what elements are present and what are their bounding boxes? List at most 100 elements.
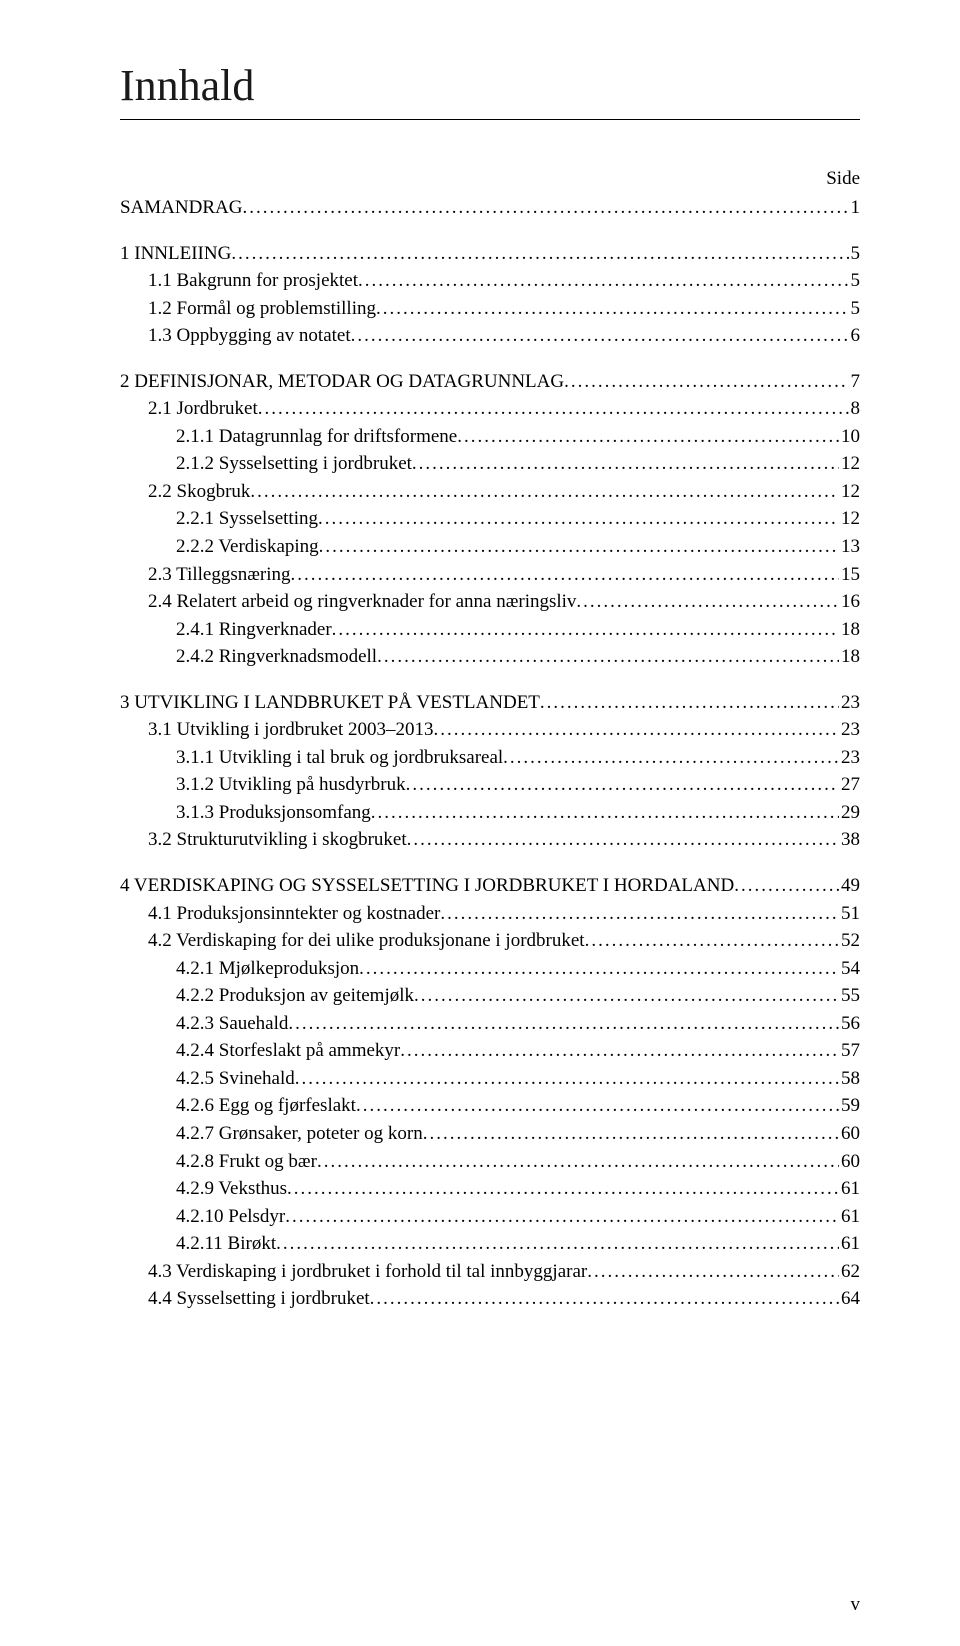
page-title: Innhald <box>120 60 860 111</box>
toc-entry-label: 4.2.9 Veksthus <box>176 1175 287 1203</box>
toc-entry: 3.1 Utvikling i jordbruket 2003–201323 <box>120 716 860 744</box>
toc-entry-page: 60 <box>839 1120 860 1148</box>
toc-entry-label: 4.2.4 Storfeslakt på ammekyr <box>176 1037 400 1065</box>
toc-entry-label: 4.2.3 Sauehald <box>176 1010 288 1038</box>
toc-entry-page: 16 <box>839 588 860 616</box>
toc-entry: 4.2.5 Svinehald58 <box>120 1065 860 1093</box>
table-of-contents: SAMANDRAG1 1 INNLEIING51.1 Bakgrunn for p… <box>120 194 860 1313</box>
toc-entry: 4.4 Sysselsetting i jordbruket 64 <box>120 1285 860 1313</box>
page-number: v <box>851 1594 861 1616</box>
title-rule <box>120 119 860 120</box>
toc-entry-label: 2.4.1 Ringverknader <box>176 616 332 644</box>
toc-dots <box>258 395 849 423</box>
toc-entry-label: SAMANDRAG <box>120 194 242 222</box>
toc-entry: 4.2.6 Egg og fjørfeslakt59 <box>120 1092 860 1120</box>
toc-entry-page: 10 <box>839 423 860 451</box>
toc-dots <box>317 1148 839 1176</box>
toc-entry-label: 4.2.2 Produksjon av geitemjølk <box>176 982 414 1010</box>
toc-dots <box>376 295 849 323</box>
toc-entry-label: 4.2 Verdiskaping for dei ulike produksjo… <box>148 927 585 955</box>
toc-entry-page: 57 <box>839 1037 860 1065</box>
toc-entry: 4.2.10 Pelsdyr61 <box>120 1203 860 1231</box>
toc-dots <box>440 900 839 928</box>
toc-entry: 4.2 Verdiskaping for dei ulike produksjo… <box>120 927 860 955</box>
toc-gap <box>120 854 860 872</box>
side-label: Side <box>120 168 860 190</box>
toc-entry: SAMANDRAG1 <box>120 194 860 222</box>
toc-entry-label: 2.1.1 Datagrunnlag for driftsformene <box>176 423 457 451</box>
toc-dots <box>406 771 839 799</box>
toc-entry: 2.2.2 Verdiskaping13 <box>120 533 860 561</box>
toc-entry: 2.1.1 Datagrunnlag for driftsformene 10 <box>120 423 860 451</box>
toc-entry: 2.4.2 Ringverknadsmodell18 <box>120 643 860 671</box>
toc-dots <box>231 240 848 268</box>
toc-entry-page: 23 <box>839 716 860 744</box>
toc-entry-label: 4.2.11 Birøkt <box>176 1230 276 1258</box>
toc-entry: 4 VERDISKAPING OG SYSSELSETTING I JORDBR… <box>120 872 860 900</box>
toc-dots <box>412 450 839 478</box>
toc-entry-label: 3.1.3 Produksjonsomfang <box>176 799 371 827</box>
toc-dots <box>291 561 839 589</box>
toc-entry: 4.2.11 Birøkt 61 <box>120 1230 860 1258</box>
toc-entry: 4.2.3 Sauehald 56 <box>120 1010 860 1038</box>
toc-entry-page: 64 <box>839 1285 860 1313</box>
toc-entry-label: 4.3 Verdiskaping i jordbruket i forhold … <box>148 1258 587 1286</box>
toc-entry-label: 1.2 Formål og problemstilling <box>148 295 376 323</box>
toc-entry-page: 61 <box>839 1175 860 1203</box>
toc-dots <box>358 267 848 295</box>
toc-entry: 3 UTVIKLING I LANDBRUKET PÅ VESTLANDET 23 <box>120 689 860 717</box>
toc-entry-label: 2.2.1 Sysselsetting <box>176 505 318 533</box>
toc-dots <box>564 368 848 396</box>
toc-dots <box>370 1285 839 1313</box>
toc-dots <box>288 1010 839 1038</box>
toc-dots <box>540 689 839 717</box>
toc-dots <box>287 1175 839 1203</box>
toc-dots <box>332 616 839 644</box>
toc-entry-label: 3.2 Strukturutvikling i skogbruket <box>148 826 407 854</box>
toc-entry: 3.1.2 Utvikling på husdyrbruk27 <box>120 771 860 799</box>
toc-entry: 4.2.2 Produksjon av geitemjølk55 <box>120 982 860 1010</box>
toc-entry-page: 23 <box>839 689 860 717</box>
toc-entry-page: 61 <box>839 1230 860 1258</box>
toc-entry-label: 3 UTVIKLING I LANDBRUKET PÅ VESTLANDET <box>120 689 540 717</box>
toc-entry-page: 18 <box>839 616 860 644</box>
toc-entry-label: 4.2.6 Egg og fjørfeslakt <box>176 1092 356 1120</box>
toc-entry: 1.2 Formål og problemstilling5 <box>120 295 860 323</box>
toc-entry-label: 4.2.10 Pelsdyr <box>176 1203 285 1231</box>
toc-entry: 4.2.9 Veksthus 61 <box>120 1175 860 1203</box>
toc-dots <box>250 478 839 506</box>
toc-entry-page: 6 <box>849 322 861 350</box>
toc-entry-page: 29 <box>839 799 860 827</box>
toc-dots <box>457 423 839 451</box>
toc-entry-page: 15 <box>839 561 860 589</box>
toc-entry-page: 27 <box>839 771 860 799</box>
toc-entry: 4.1 Produksjonsinntekter og kostnader51 <box>120 900 860 928</box>
toc-entry: 4.2.1 Mjølkeproduksjon54 <box>120 955 860 983</box>
toc-entry-page: 7 <box>849 368 861 396</box>
toc-entry-page: 52 <box>839 927 860 955</box>
toc-entry-page: 49 <box>839 872 860 900</box>
toc-entry-label: 4 VERDISKAPING OG SYSSELSETTING I JORDBR… <box>120 872 734 900</box>
toc-entry-page: 8 <box>849 395 861 423</box>
toc-entry-page: 18 <box>839 643 860 671</box>
toc-entry: 1.1 Bakgrunn for prosjektet5 <box>120 267 860 295</box>
toc-dots <box>242 194 848 222</box>
toc-entry-label: 4.4 Sysselsetting i jordbruket <box>148 1285 370 1313</box>
toc-entry-page: 60 <box>839 1148 860 1176</box>
toc-entry: 1 INNLEIING5 <box>120 240 860 268</box>
toc-dots <box>503 744 839 772</box>
toc-entry: 3.1.1 Utvikling i tal bruk og jordbruksa… <box>120 744 860 772</box>
toc-entry-label: 4.2.7 Grønsaker, poteter og korn <box>176 1120 423 1148</box>
toc-entry: 2.1 Jordbruket8 <box>120 395 860 423</box>
toc-entry: 3.2 Strukturutvikling i skogbruket38 <box>120 826 860 854</box>
toc-entry: 4.2.7 Grønsaker, poteter og korn 60 <box>120 1120 860 1148</box>
toc-entry-page: 12 <box>839 450 860 478</box>
toc-entry-label: 2.3 Tilleggsnæring <box>148 561 291 589</box>
toc-entry-page: 56 <box>839 1010 860 1038</box>
toc-entry: 2 DEFINISJONAR, METODAR OG DATAGRUNNLAG7 <box>120 368 860 396</box>
toc-entry-label: 4.2.5 Svinehald <box>176 1065 295 1093</box>
toc-dots <box>423 1120 839 1148</box>
toc-entry-label: 3.1.1 Utvikling i tal bruk og jordbruksa… <box>176 744 503 772</box>
toc-entry-label: 4.2.1 Mjølkeproduksjon <box>176 955 359 983</box>
toc-dots <box>587 1258 839 1286</box>
